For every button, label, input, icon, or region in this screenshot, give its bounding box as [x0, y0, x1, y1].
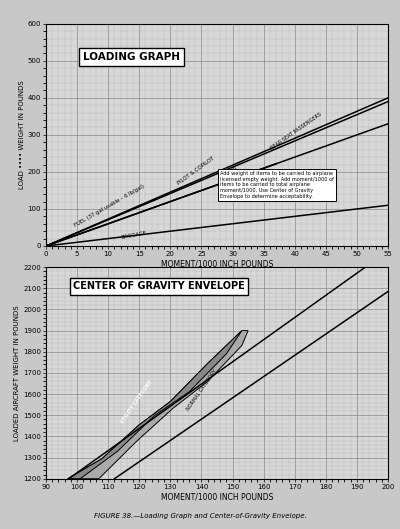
Polygon shape	[68, 331, 248, 479]
Y-axis label: LOAD •••• WEIGHT IN POUNDS: LOAD •••• WEIGHT IN POUNDS	[19, 80, 25, 189]
Text: Add weight of items to be carried to airplane
licensed empty weight. Add moment/: Add weight of items to be carried to air…	[220, 171, 334, 199]
X-axis label: MOMENT/1000 INCH POUNDS: MOMENT/1000 INCH POUNDS	[161, 260, 273, 269]
Text: PILOT & COPILOT: PILOT & COPILOT	[176, 156, 215, 186]
Text: REAR SEAT PASSENGERS: REAR SEAT PASSENGERS	[270, 112, 323, 150]
Text: LOADING GRAPH: LOADING GRAPH	[83, 52, 180, 62]
Text: BAGGAGE: BAGGAGE	[121, 230, 147, 240]
Text: FUEL (37 gal usable – 6 lb/gal): FUEL (37 gal usable – 6 lb/gal)	[74, 184, 146, 228]
Text: NORMAL CATEGORY: NORMAL CATEGORY	[185, 368, 218, 412]
Text: CENTER OF GRAVITY ENVELOPE: CENTER OF GRAVITY ENVELOPE	[73, 281, 245, 291]
Text: UTILITY CATEGORY: UTILITY CATEGORY	[119, 379, 153, 424]
Y-axis label: LOADED AIRCRAFT WEIGHT IN POUNDS: LOADED AIRCRAFT WEIGHT IN POUNDS	[14, 305, 20, 441]
Text: FIGURE 38.—Loading Graph and Center-of-Gravity Envelope.: FIGURE 38.—Loading Graph and Center-of-G…	[94, 513, 306, 519]
X-axis label: MOMENT/1000 INCH POUNDS: MOMENT/1000 INCH POUNDS	[161, 492, 273, 501]
Polygon shape	[68, 331, 242, 479]
Text: CARGO: CARGO	[220, 166, 239, 180]
